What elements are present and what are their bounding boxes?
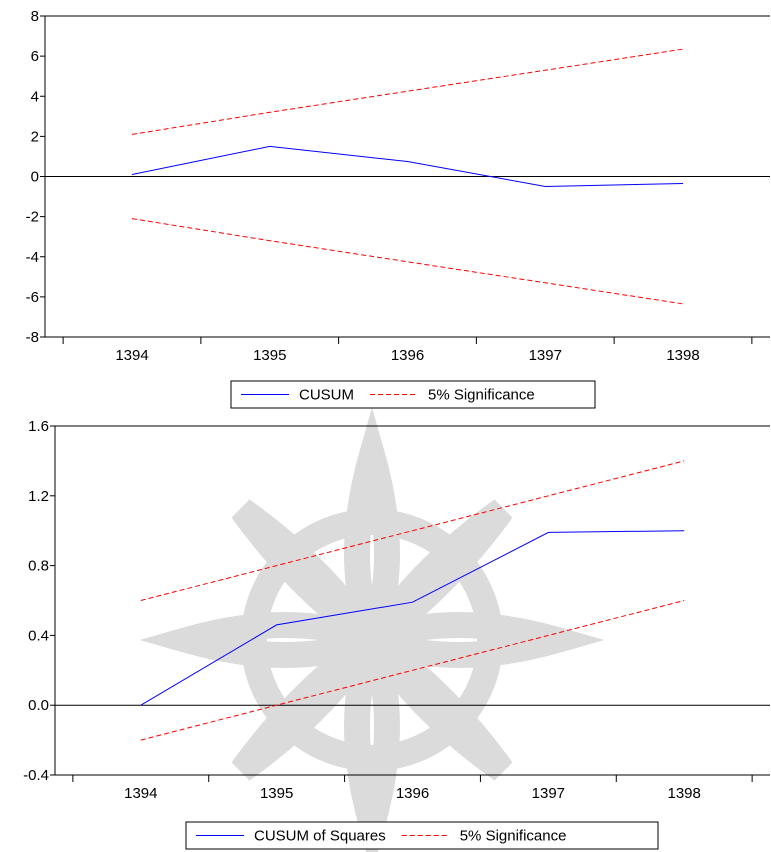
series-line-0: [131, 145, 684, 188]
x-tick-label: 1395: [253, 347, 286, 364]
x-tick-label: 1394: [115, 347, 148, 364]
x-tick-label: 1396: [396, 785, 429, 802]
significance-band-line-1: [131, 48, 684, 135]
y-tick-label: -4: [26, 249, 39, 266]
significance-band-line-1: [140, 460, 685, 601]
y-tick-label: 2: [31, 128, 39, 145]
y-tick-label: -2: [26, 209, 39, 226]
y-tick-label: 1.6: [28, 418, 49, 435]
y-tick-label: 6: [31, 48, 39, 65]
y-tick-label: 0.4: [28, 627, 49, 644]
watermark-ornament: [139, 407, 605, 852]
legend-label: CUSUM: [299, 387, 354, 404]
y-tick-label: 0.0: [28, 697, 49, 714]
x-tick-label: 1394: [124, 785, 157, 802]
y-tick-label: -6: [26, 289, 39, 306]
y-tick-label: -8: [26, 329, 39, 346]
x-tick-label: 1398: [666, 347, 699, 364]
y-tick-label: 1.2: [28, 488, 49, 505]
y-tick-label: 0.8: [28, 558, 49, 575]
legend-label: 5% Significance: [428, 387, 535, 404]
x-tick-label: 1395: [260, 785, 293, 802]
legend-label: CUSUM of Squares: [254, 828, 386, 845]
y-tick-label: 4: [31, 88, 39, 105]
significance-band-line-2: [131, 218, 684, 305]
x-tick-label: 1396: [391, 347, 424, 364]
y-tick-label: 0: [31, 169, 39, 186]
x-tick-label: 1398: [668, 785, 701, 802]
x-tick-label: 1397: [532, 785, 565, 802]
y-tick-label: 8: [31, 8, 39, 25]
x-tick-label: 1397: [529, 347, 562, 364]
series-line-0: [140, 530, 685, 706]
legend-label: 5% Significance: [460, 828, 567, 845]
y-tick-label: -0.4: [23, 767, 49, 784]
cusum-of-squares-chart: 1.6 1.2 0.8 0.4 0.0 -0.4 1394 1395 1396 1397 1398 C…: [23, 418, 770, 850]
cusum-chart: 8 6 4 2 0 -2 -4 -6 -8 1394 1395 1396 1397 1398 CUSUM 5%…: [26, 8, 770, 409]
significance-band-line-2: [140, 600, 685, 741]
